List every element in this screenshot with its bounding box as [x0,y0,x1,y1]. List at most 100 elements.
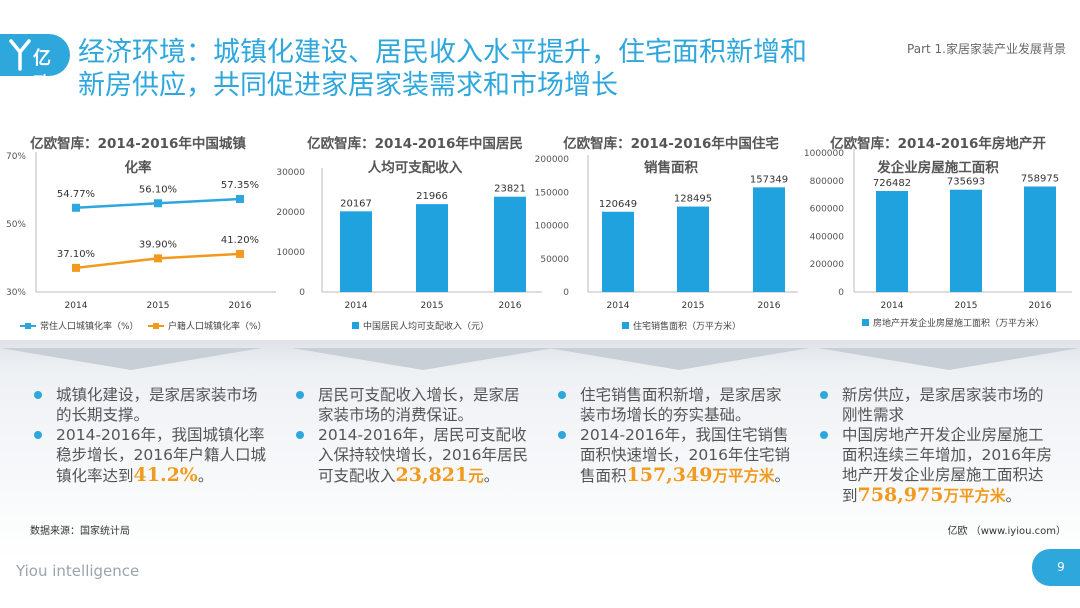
legend-item-resident: 常住人口城镇化率（%） [20,319,139,332]
bar-chart-plot: 200000 150000 100000 50000 0 2014 2015 2016 1206… [535,155,798,311]
x-tick-label: 2014 [881,301,904,311]
bar [416,204,448,292]
highlight-value: 23,821 [395,464,469,486]
page-number: 9 [1032,549,1080,586]
x-tick-label: 2016 [758,301,781,311]
site-credit: 亿欧 （www.iyiou.com） [947,526,1066,537]
logo-text: 亿欧 [33,48,52,95]
y-tick-label: 0 [299,288,305,298]
summary-column-sales: 住宅销售面积新增，是家居家装市场增长的夯实基础。 2014-2016年，我国住宅… [556,385,796,486]
y-tick-label: 50000 [540,255,569,265]
bullet-dot-icon [34,391,42,399]
summary-column-construction: 新房供应，是家居家装市场的刚性需求 中国房地产开发企业房屋施工面积连续三年增加，… [818,385,1058,506]
x-tick-label: 2014 [65,301,88,311]
data-label: 37.10% [57,249,95,260]
summary-column-urbanization: 城镇化建设，是家居家装市场的长期支撑。 2014-2016年，我国城镇化率稳步增… [32,385,272,486]
bullet-dot-icon [558,391,566,399]
y-tick-label: 100000 [535,222,570,232]
x-tick-label: 2015 [147,301,170,311]
y-tick-label: 400000 [810,232,845,242]
y-tick-label: 0 [838,288,844,298]
bullet-item: 2014-2016年，我国住宅销售面积快速增长，2016年住宅销售面积157,3… [556,425,796,486]
x-tick-label: 2015 [682,301,705,311]
y-tick-label: 1000000 [804,149,844,159]
data-label: 726482 [873,178,911,189]
summary-column-income: 居民可支配收入增长，是家居家装市场的消费保证。 2014-2016年，居民可支配… [294,385,534,486]
bar-chart-plot: 1000000 800000 600000 400000 200000 0 2014 2015… [804,149,1072,311]
x-tick-label: 2015 [955,301,978,311]
data-label: 21966 [416,191,448,202]
data-label: 56.10% [139,184,177,195]
y-tick-label: 150000 [535,188,570,198]
data-label: 20167 [340,198,372,209]
bullet-dot-icon [34,431,42,439]
bar [340,211,372,292]
y-tick-label: 10000 [276,248,305,258]
data-label: 39.90% [139,239,177,250]
data-point [236,249,244,258]
data-label: 120649 [599,199,637,210]
logo-badge: 亿欧 [0,34,70,95]
bullet-dot-icon [296,391,304,399]
highlight-value: 41.2% [133,464,198,486]
bullet-dot-icon [296,431,304,439]
y-tick-label: 50% [6,220,26,230]
bar [876,191,908,292]
disposable-income-chart: 亿欧智库：2014-2016年中国居民 人均可支配收入 30000 20000 10… [276,126,546,336]
bullet-item: 中国房地产开发企业房屋施工面积连续三年增加，2016年房地产开发企业房屋施工面积… [818,425,1058,506]
housing-sales-area-chart: 亿欧智库：2014-2016年中国住宅 销售面积 200000 150000 100… [535,126,802,336]
data-point [72,203,80,212]
x-tick-label: 2015 [421,301,444,311]
bullet-item: 住宅销售面积新增，是家居家装市场增长的夯实基础。 [556,385,796,425]
data-label: 735693 [947,177,985,188]
y-tick-label: 20000 [276,208,305,218]
x-tick-label: 2014 [607,301,630,311]
legend-item-sales-area: 住宅销售面积（万平方米） [622,319,741,332]
legend-item-income: 中国居民人均可支配收入（元） [352,319,489,332]
chart-title: 亿欧智库：2014-2016年中国住宅 销售面积 [563,136,779,176]
summary-band [0,340,1080,560]
bar-chart-plot: 30000 20000 10000 0 2014 2015 2016 20167 21966 23… [276,168,542,311]
y-tick-label: 200000 [810,260,845,270]
construction-area-chart: 亿欧智库：2014-2016年房地产开 发企业房屋施工面积 1000000 800… [800,126,1076,336]
bullet-item: 城镇化建设，是家居家装市场的长期支撑。 [32,385,272,425]
bullet-item: 新房供应，是家居家装市场的刚性需求 [818,385,1058,425]
line-chart-plot: 70% 50% 30% 2014 2015 2016 54.77% 56.10% 57.35% 3… [6,152,276,311]
data-label: 157349 [750,174,788,185]
data-label: 54.77% [57,189,95,200]
x-tick-label: 2014 [345,301,368,311]
y-tick-label: 70% [6,152,26,162]
bullet-item: 2014-2016年，我国城镇化率稳步增长，2016年户籍人口城镇化率达到41.… [32,425,272,486]
bullet-dot-icon [820,431,828,439]
legend-item-construction: 房地产开发企业房屋施工面积（万平方米） [862,316,1044,329]
y-tick-label: 800000 [810,177,845,187]
chart-title: 亿欧智库：2014-2016年中国城镇 化率 [30,136,246,176]
data-point [154,254,162,263]
bar [1024,186,1056,292]
data-point [154,199,162,208]
x-tick-label: 2016 [229,301,252,311]
yiou-logo-icon [9,39,31,71]
data-label: 128495 [674,194,712,205]
y-tick-label: 600000 [810,205,845,215]
chevron-dividers [0,348,1080,370]
x-tick-label: 2016 [1029,301,1052,311]
y-tick-label: 30000 [276,168,305,178]
bullet-dot-icon [820,391,828,399]
y-tick-label: 0 [563,288,569,298]
x-tick-label: 2016 [499,301,522,311]
data-label: 41.20% [221,235,259,246]
data-point [72,263,80,272]
chart-title: 亿欧智库：2014-2016年房地产开 发企业房屋施工面积 [830,136,1046,176]
data-label: 57.35% [221,180,259,191]
highlight-value: 157,349 [626,464,713,486]
part-label: Part 1.家居家装产业发展背景 [907,42,1066,56]
data-label: 23821 [494,184,526,195]
chart-title: 亿欧智库：2014-2016年中国居民 人均可支配收入 [307,136,523,176]
urbanization-rate-chart: 亿欧智库：2014-2016年中国城镇 化率 70% 50% 30% 2014 2015… [4,126,280,336]
bullet-dot-icon [558,431,566,439]
legend-item-household: 户籍人口城镇化率（%） [148,319,267,332]
bullet-item: 居民可支配收入增长，是家居家装市场的消费保证。 [294,385,534,425]
bullet-item: 2014-2016年，居民可支配收入保持较快增长，2016年居民可支配收入23,… [294,425,534,486]
data-label: 758975 [1021,174,1059,185]
